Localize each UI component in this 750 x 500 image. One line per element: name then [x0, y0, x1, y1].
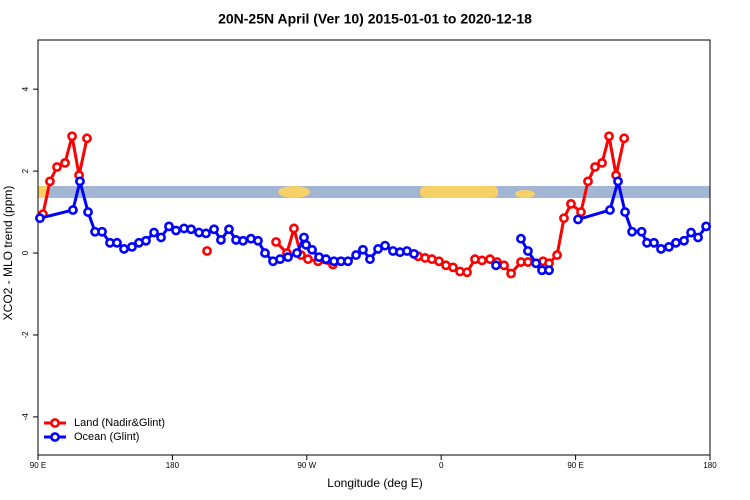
point: [275, 254, 285, 265]
point: [664, 241, 674, 252]
point: [671, 237, 681, 248]
point: [544, 265, 554, 276]
legend-label: Land (Nadir&Glint): [74, 417, 165, 429]
x-axis-label: Longitude (deg E): [327, 476, 422, 490]
point: [202, 246, 212, 256]
point: [380, 240, 390, 251]
point: [462, 267, 472, 278]
point: [321, 254, 331, 265]
legend-label: Ocean (Glint): [74, 431, 139, 443]
point: [701, 221, 712, 232]
point: [68, 205, 78, 215]
point: [552, 250, 562, 260]
point: [679, 235, 689, 246]
point: [186, 224, 196, 235]
x-tick-label: 180: [166, 461, 180, 470]
point: [613, 176, 623, 187]
point: [693, 232, 703, 243]
point: [224, 224, 234, 235]
point: [531, 258, 541, 269]
map-strip: [38, 186, 710, 198]
point: [656, 244, 666, 254]
point: [477, 255, 487, 266]
point: [620, 207, 630, 217]
point: [238, 235, 248, 246]
point: [171, 225, 181, 236]
y-tick-label: 2: [21, 168, 30, 173]
point: [619, 133, 630, 144]
series-line: [417, 135, 626, 276]
point: [301, 239, 311, 250]
point: [573, 214, 583, 225]
x-tick-label: 180: [703, 461, 717, 470]
point: [597, 158, 607, 168]
point: [365, 254, 375, 265]
x-tick-label: 90 E: [567, 461, 583, 470]
point: [506, 268, 516, 279]
point: [260, 248, 270, 258]
point: [52, 162, 62, 172]
point: [448, 262, 458, 273]
point: [649, 237, 659, 248]
point: [149, 227, 159, 238]
point: [559, 213, 569, 224]
plot-frame: [37, 39, 711, 456]
point: [303, 254, 313, 265]
point: [605, 205, 615, 215]
point: [45, 176, 55, 187]
y-tick-label: 4: [21, 86, 30, 91]
y-tick-label: -4: [21, 413, 30, 421]
legend-swatch: [50, 418, 60, 428]
point: [307, 244, 317, 255]
point: [292, 248, 302, 258]
point: [164, 221, 174, 232]
legend-swatch: [50, 432, 60, 442]
point: [209, 224, 219, 235]
point: [216, 235, 226, 245]
point: [82, 133, 92, 144]
x-tick-label: 0: [439, 461, 444, 470]
point: [283, 252, 293, 263]
y-axis-label: XCO2 - MLO trend (ppm): [1, 186, 15, 321]
point: [686, 227, 696, 238]
point: [119, 244, 129, 254]
point: [253, 235, 263, 246]
point: [156, 232, 166, 243]
point: [112, 237, 122, 248]
point: [604, 131, 614, 142]
point: [434, 256, 444, 267]
point: [627, 226, 637, 237]
point: [583, 176, 593, 187]
point: [590, 162, 600, 172]
x-tick-label: 90 W: [297, 461, 316, 470]
point: [289, 223, 299, 234]
point: [491, 260, 501, 271]
point: [201, 228, 211, 239]
point: [141, 235, 151, 246]
point: [516, 233, 526, 244]
point: [523, 246, 533, 256]
point: [409, 248, 419, 259]
x-tick-label: 90 E: [30, 461, 46, 470]
point: [343, 256, 353, 267]
point: [75, 176, 85, 187]
point: [566, 198, 576, 209]
y-tick-label: -2: [21, 331, 30, 339]
point: [271, 237, 281, 247]
y-tick-label: 0: [21, 250, 30, 255]
chart-title: 20N-25N April (Ver 10) 2015-01-01 to 202…: [218, 11, 532, 27]
point: [499, 260, 509, 271]
point: [97, 226, 107, 237]
point: [523, 257, 533, 267]
point: [127, 241, 137, 252]
point: [60, 158, 70, 168]
point: [35, 213, 45, 224]
point: [358, 244, 368, 255]
point: [636, 226, 647, 237]
point: [83, 207, 93, 217]
point: [67, 131, 77, 142]
point: [351, 250, 361, 260]
